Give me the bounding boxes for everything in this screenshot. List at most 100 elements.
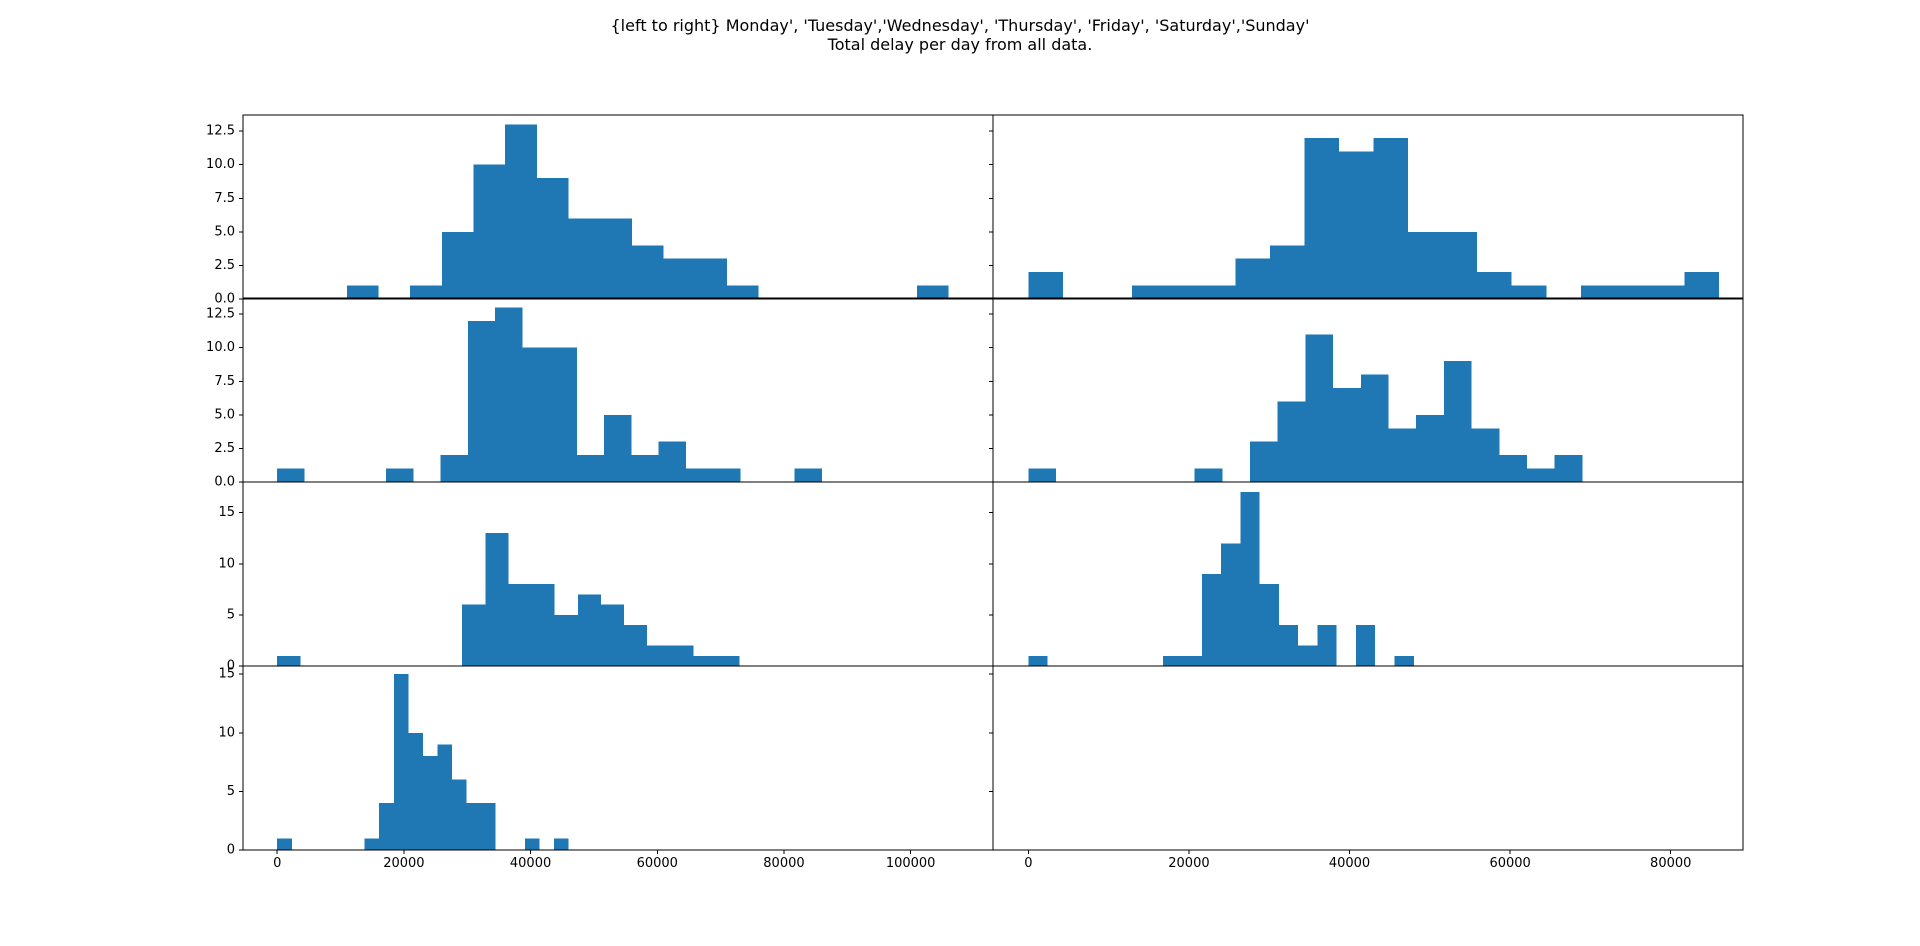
histogram-bar — [505, 124, 537, 299]
subplot-3-1: 0 20000 40000 60000 80000 — [989, 665, 1744, 871]
y-tick-label: 0 — [227, 843, 235, 858]
subplot-0-0: 0.0 2.5 5.0 7.5 10.0 12.5 — [206, 114, 994, 307]
histogram-bar — [522, 347, 550, 482]
histogram-bar — [624, 625, 648, 666]
histogram-bar — [631, 245, 664, 299]
histogram-bar — [794, 468, 822, 482]
histogram-bar — [1221, 543, 1241, 666]
histogram-bar — [716, 655, 740, 666]
histogram-bar — [549, 347, 577, 482]
histogram-bar — [1240, 492, 1260, 666]
histogram-bar — [1235, 258, 1271, 299]
histogram-bar — [440, 455, 468, 482]
histogram-bar — [473, 164, 506, 299]
histogram-bar — [1333, 387, 1361, 482]
histogram-bar — [1477, 272, 1512, 299]
figure-title: {left to right} Monday', 'Tuesday','Wedn… — [0, 16, 1920, 54]
x-tick-label: 40000 — [1329, 856, 1370, 871]
x-tick-label: 60000 — [637, 856, 678, 871]
histogram-bar — [1182, 655, 1202, 666]
subplot-frame — [242, 665, 994, 851]
y-tick-label: 10 — [218, 725, 235, 740]
histogram-bar — [462, 604, 486, 666]
histogram-bar — [495, 307, 523, 482]
histogram-bar — [1442, 231, 1478, 299]
histogram-bar — [1200, 285, 1236, 299]
histogram-bar — [1394, 655, 1414, 666]
histogram-bar — [508, 584, 532, 666]
histogram-bar — [1166, 285, 1201, 299]
subplot-1-1 — [989, 297, 1744, 483]
histogram-bar — [600, 604, 625, 666]
histogram-bar — [485, 533, 509, 666]
histogram-bar — [1305, 334, 1334, 482]
histogram-bar — [536, 178, 569, 299]
histogram-bar — [576, 455, 605, 482]
histogram-bar — [481, 803, 496, 850]
y-tick-label: 12.5 — [206, 307, 235, 322]
y-tick-label: 7.5 — [214, 374, 235, 389]
histogram-bar — [437, 744, 453, 850]
subplot-frame — [992, 665, 1744, 851]
histogram-bar — [631, 455, 659, 482]
histogram-bar — [1339, 151, 1374, 299]
histogram-bar — [1298, 645, 1318, 666]
y-tick-label: 5.0 — [214, 407, 235, 422]
histogram-bar — [1416, 414, 1444, 482]
histogram-bar — [600, 218, 632, 299]
y-tick-label: 5.0 — [214, 224, 235, 239]
histogram-bar — [1317, 625, 1337, 666]
histogram-bar — [916, 285, 949, 299]
subplot-0-1 — [989, 114, 1744, 300]
histogram-bar — [577, 594, 601, 666]
histogram-bar — [1408, 231, 1443, 299]
histogram-bar — [386, 468, 414, 482]
histogram-bar — [422, 756, 438, 850]
y-tick-label: 10 — [218, 556, 235, 571]
histogram-bar — [1355, 625, 1376, 666]
histogram-bar — [1580, 285, 1616, 299]
histogram-bar — [277, 468, 305, 482]
histogram-bar — [693, 655, 717, 666]
histogram-bar — [1360, 374, 1389, 482]
histogram-bar — [1259, 584, 1279, 666]
histogram-bar — [554, 614, 578, 666]
y-tick-label: 0.0 — [214, 475, 235, 490]
histogram-bar — [1194, 468, 1223, 482]
y-tick-label: 12.5 — [206, 124, 235, 139]
x-tick-label: 40000 — [510, 856, 551, 871]
histogram-bar — [663, 258, 696, 299]
y-tick-label: 10.0 — [206, 340, 235, 355]
histogram-bar — [1511, 285, 1547, 299]
histogram-bar — [1304, 137, 1340, 299]
histogram-bar — [1249, 441, 1278, 482]
figure-title-line1: {left to right} Monday', 'Tuesday','Wedn… — [610, 16, 1310, 35]
histogram-bar — [647, 645, 671, 666]
y-tick-label: 15 — [218, 505, 235, 520]
histogram-bar — [1131, 285, 1167, 299]
histogram-bar — [379, 803, 394, 850]
y-tick-label: 2.5 — [214, 258, 235, 273]
y-tick-label: 15 — [218, 667, 235, 682]
histogram-bar — [277, 838, 292, 850]
x-tick-label: 0 — [273, 856, 281, 871]
histogram-bar — [1028, 272, 1063, 299]
histogram-bar — [1615, 285, 1650, 299]
histogram-bar — [1277, 401, 1306, 482]
histogram-bar — [1684, 272, 1719, 299]
histogram-bar — [685, 468, 714, 482]
histogram-bar — [1278, 625, 1299, 666]
histogram-bar — [1388, 428, 1417, 482]
y-tick-label: 2.5 — [214, 441, 235, 456]
histogram-bar — [466, 803, 482, 850]
histogram-bar — [1373, 137, 1409, 299]
histogram-bar — [604, 414, 632, 482]
histogram-bar — [1028, 468, 1057, 482]
histogram-bar — [713, 468, 741, 482]
y-tick-label: 0.0 — [214, 292, 235, 307]
x-tick-label: 80000 — [763, 856, 804, 871]
histogram-bar — [670, 645, 694, 666]
histogram-bar — [1471, 428, 1500, 482]
x-tick-label: 100000 — [886, 856, 936, 871]
